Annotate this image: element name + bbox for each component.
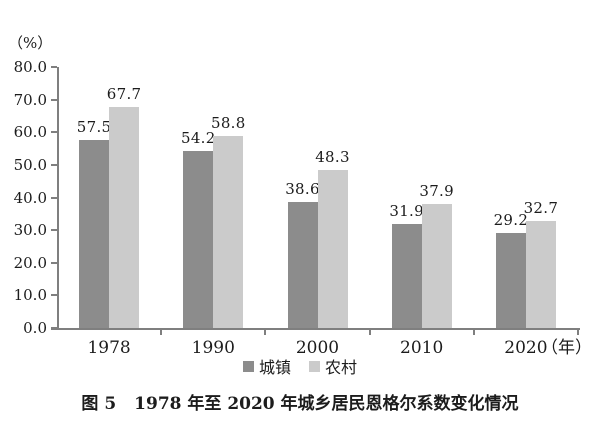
legend: 城镇 农村 [0,354,600,378]
y-tick-label: 50.0 [13,155,47,174]
value-label-urban-1978: 57.5 [76,118,112,137]
value-label-rural-2000: 48.3 [315,148,350,167]
value-label-rural-2020: 32.7 [523,199,559,218]
y-tick [51,261,57,264]
y-tick-label: 20.0 [13,253,47,272]
y-axis-unit-label: （%） [8,34,53,52]
legend-label-rural: 农村 [325,358,358,377]
bar-urban-2010 [391,223,422,328]
value-label-urban-2020: 29.2 [493,210,529,229]
x-tick-label: 1978 [87,338,131,358]
bar-urban-1990 [183,151,214,328]
y-tick [51,229,57,232]
y-tick [51,98,57,101]
y-tick-label: 40.0 [13,188,47,207]
bar-rural-1990 [213,136,244,328]
value-label-urban-2000: 38.6 [285,180,320,199]
x-tick-label: 2010 [400,338,444,358]
value-label-rural-2010: 37.9 [419,182,454,201]
y-tick [51,196,57,199]
legend-label-urban: 城镇 [258,358,291,377]
y-tick [51,66,57,68]
value-label-urban-1990: 54.2 [180,129,216,148]
y-tick-label: 70.0 [13,90,47,109]
value-label-rural-1978: 67.7 [106,85,142,104]
figure-caption-label: 图 5 [81,394,117,414]
y-tick [51,327,57,329]
y-tick [51,131,57,134]
x-tick [160,328,163,335]
x-axis-unit-label: （年） [541,338,592,358]
figure-caption: 图 5 1978 年至 2020 年城乡居民恩格尔系数变化情况 [0,389,600,414]
legend-item-rural: 农村 [309,354,357,378]
x-tick [472,328,475,335]
plot-area: 0.0 10.0 20.0 30.0 40.0 50.0 60.0 70.0 80.0 1978 1… [14,58,592,358]
y-tick [51,294,57,297]
y-tick-label: 0.0 [23,319,47,337]
legend-swatch-urban [242,360,254,372]
x-tick [264,328,267,335]
legend-swatch-rural [309,360,320,372]
bar-urban-2000 [287,202,318,328]
bar-rural-2010 [421,204,452,328]
y-tick-label: 60.0 [13,123,47,142]
value-label-rural-1990: 58.8 [210,114,246,133]
y-tick-label: 10.0 [13,286,47,305]
x-axis [51,328,580,330]
x-tick [577,328,579,335]
bar-rural-1978 [109,107,140,328]
bar-urban-2020 [495,232,526,328]
x-tick-label: 1990 [191,338,235,358]
y-axis [57,67,59,330]
legend-item-urban: 城镇 [242,354,291,378]
x-tick-label: 2000 [295,338,340,358]
figure-caption-title: 1978 年至 2020 年城乡居民恩格尔系数变化情况 [134,394,519,414]
y-tick [51,163,57,166]
y-tick-label: 30.0 [13,221,47,240]
bar-rural-2020 [525,221,556,328]
x-tick-label: 2020 [504,338,548,358]
bar-urban-1978 [79,140,110,328]
value-label-urban-2010: 31.9 [389,201,424,220]
x-tick [368,328,371,335]
y-tick-label: 80.0 [13,58,47,76]
bar-rural-2000 [317,170,348,328]
